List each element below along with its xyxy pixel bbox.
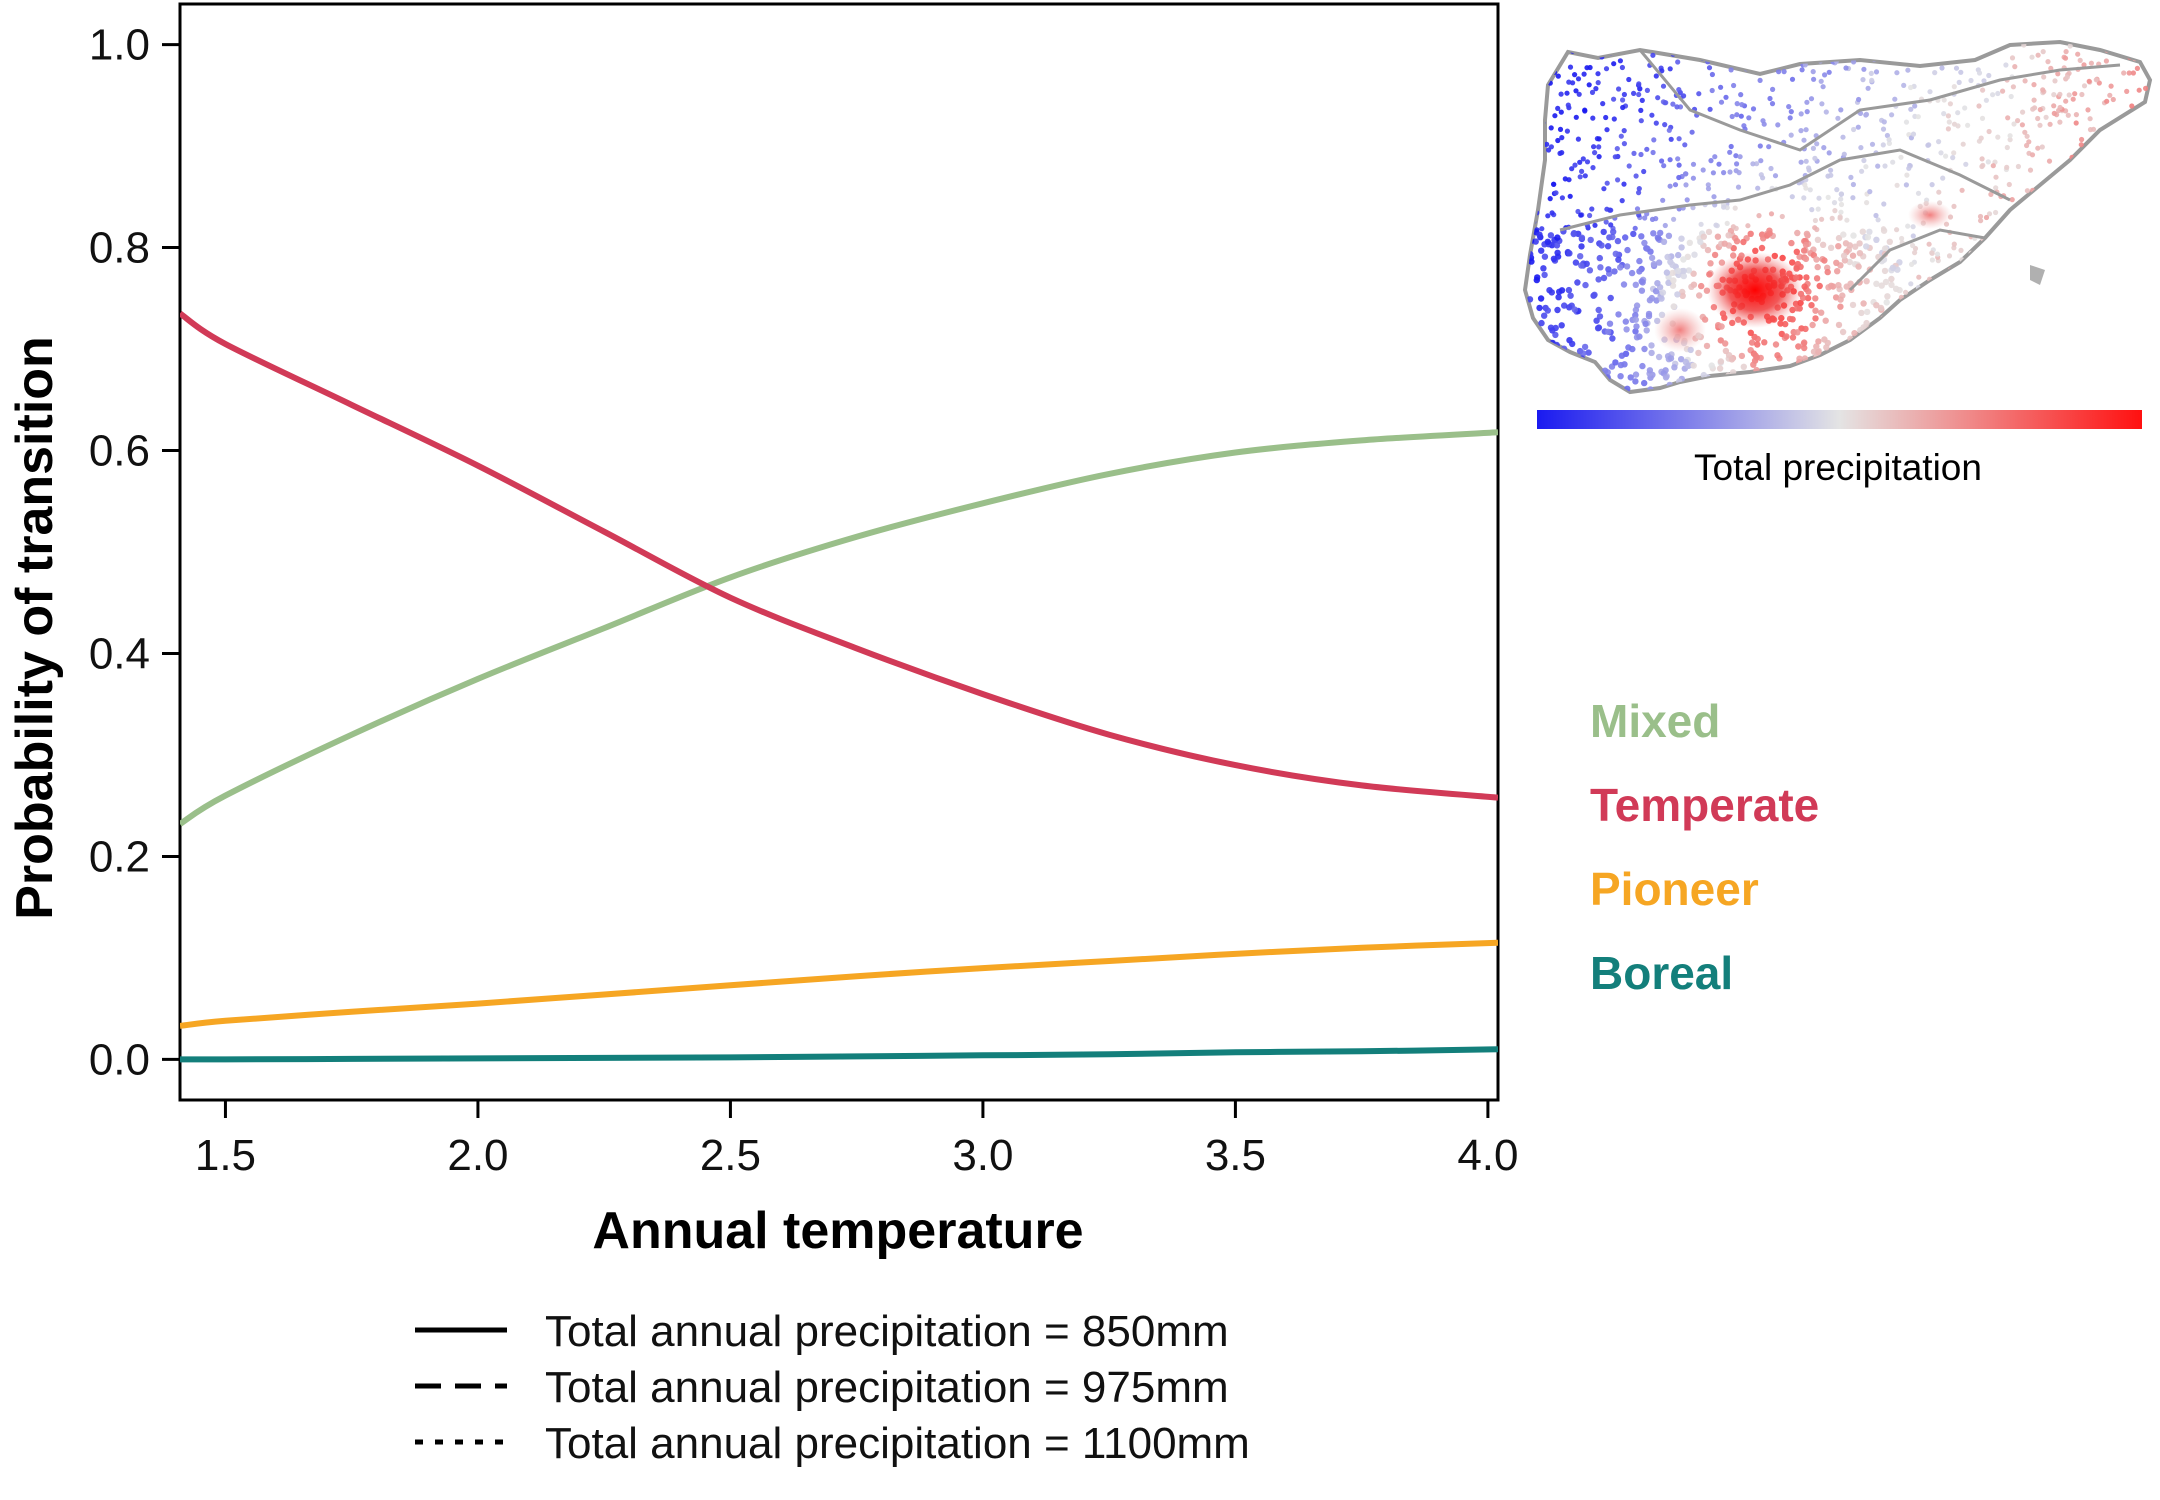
- map-hotspots: [1654, 201, 1952, 352]
- y-tick-label: 0.4: [89, 629, 150, 678]
- y-axis-title: Probability of transition: [6, 336, 64, 920]
- x-tick-label: 2.5: [700, 1131, 761, 1180]
- plot-frame: [178, 2, 1500, 1102]
- map-coast-south: [1848, 228, 1986, 292]
- series-line-pioneer: [180, 939, 1498, 1029]
- line-chart: 0.0 0.2 0.4 0.6 0.8 1.0 1.5 2.0 2.5 3.0 3.5 4.0 Pr…: [6, 2, 1518, 1260]
- legend-label-mixed: Mixed: [1590, 695, 1720, 747]
- legend-label-dotted: Total annual precipitation = 1100mm: [545, 1419, 1250, 1468]
- precipitation-colorbar: [1537, 410, 2142, 429]
- series-line-boreal: [180, 1046, 1498, 1063]
- category-legend: Mixed Temperate Pioneer Boreal: [1590, 695, 1819, 999]
- y-tick-label: 0.6: [89, 427, 150, 476]
- y-tick-label: 0.2: [89, 832, 150, 881]
- x-axis-title: Annual temperature: [592, 1202, 1083, 1260]
- y-tick-label: 1.0: [89, 21, 150, 70]
- y-tick-label: 0.8: [89, 224, 150, 273]
- x-tick-label: 2.0: [447, 1131, 508, 1180]
- series-line-mixed: [180, 429, 1498, 827]
- colorbar-caption: Total precipitation: [1694, 447, 1982, 488]
- line-style-legend: Total annual precipitation = 850mm Total …: [415, 1307, 1250, 1468]
- x-tick-label: 1.5: [195, 1131, 256, 1180]
- series-lines: [180, 311, 1498, 1063]
- x-tick-label: 3.5: [1205, 1131, 1266, 1180]
- y-axis: 0.0 0.2 0.4 0.6 0.8 1.0: [89, 21, 180, 1084]
- x-tick-label: 4.0: [1457, 1131, 1518, 1180]
- inset-map: Total precipitation: [1522, 39, 2153, 488]
- legend-label-solid: Total annual precipitation = 850mm: [545, 1307, 1229, 1356]
- legend-label-temperate: Temperate: [1590, 779, 1819, 831]
- y-tick-label: 0.0: [89, 1035, 150, 1084]
- map-border-inner: [1638, 49, 2121, 152]
- map-island: [2030, 265, 2045, 285]
- map-region: [1522, 39, 2153, 395]
- x-axis: 1.5 2.0 2.5 3.0 3.5 4.0: [195, 1100, 1518, 1180]
- legend-label-boreal: Boreal: [1590, 947, 1733, 999]
- legend-label-pioneer: Pioneer: [1590, 863, 1759, 915]
- map-river: [1559, 148, 2011, 232]
- series-line-temperate: [180, 311, 1498, 801]
- legend-label-dashed: Total annual precipitation = 975mm: [545, 1363, 1229, 1412]
- x-tick-label: 3.0: [952, 1131, 1013, 1180]
